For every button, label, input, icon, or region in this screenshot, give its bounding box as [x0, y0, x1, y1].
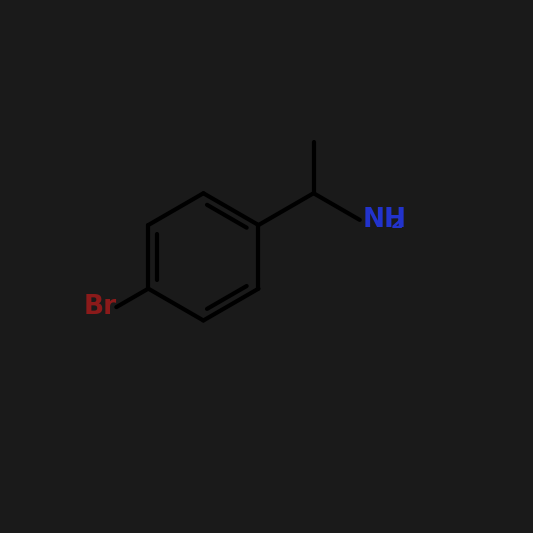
- Text: NH: NH: [363, 207, 407, 233]
- Text: Br: Br: [83, 294, 116, 320]
- Text: 2: 2: [391, 214, 403, 232]
